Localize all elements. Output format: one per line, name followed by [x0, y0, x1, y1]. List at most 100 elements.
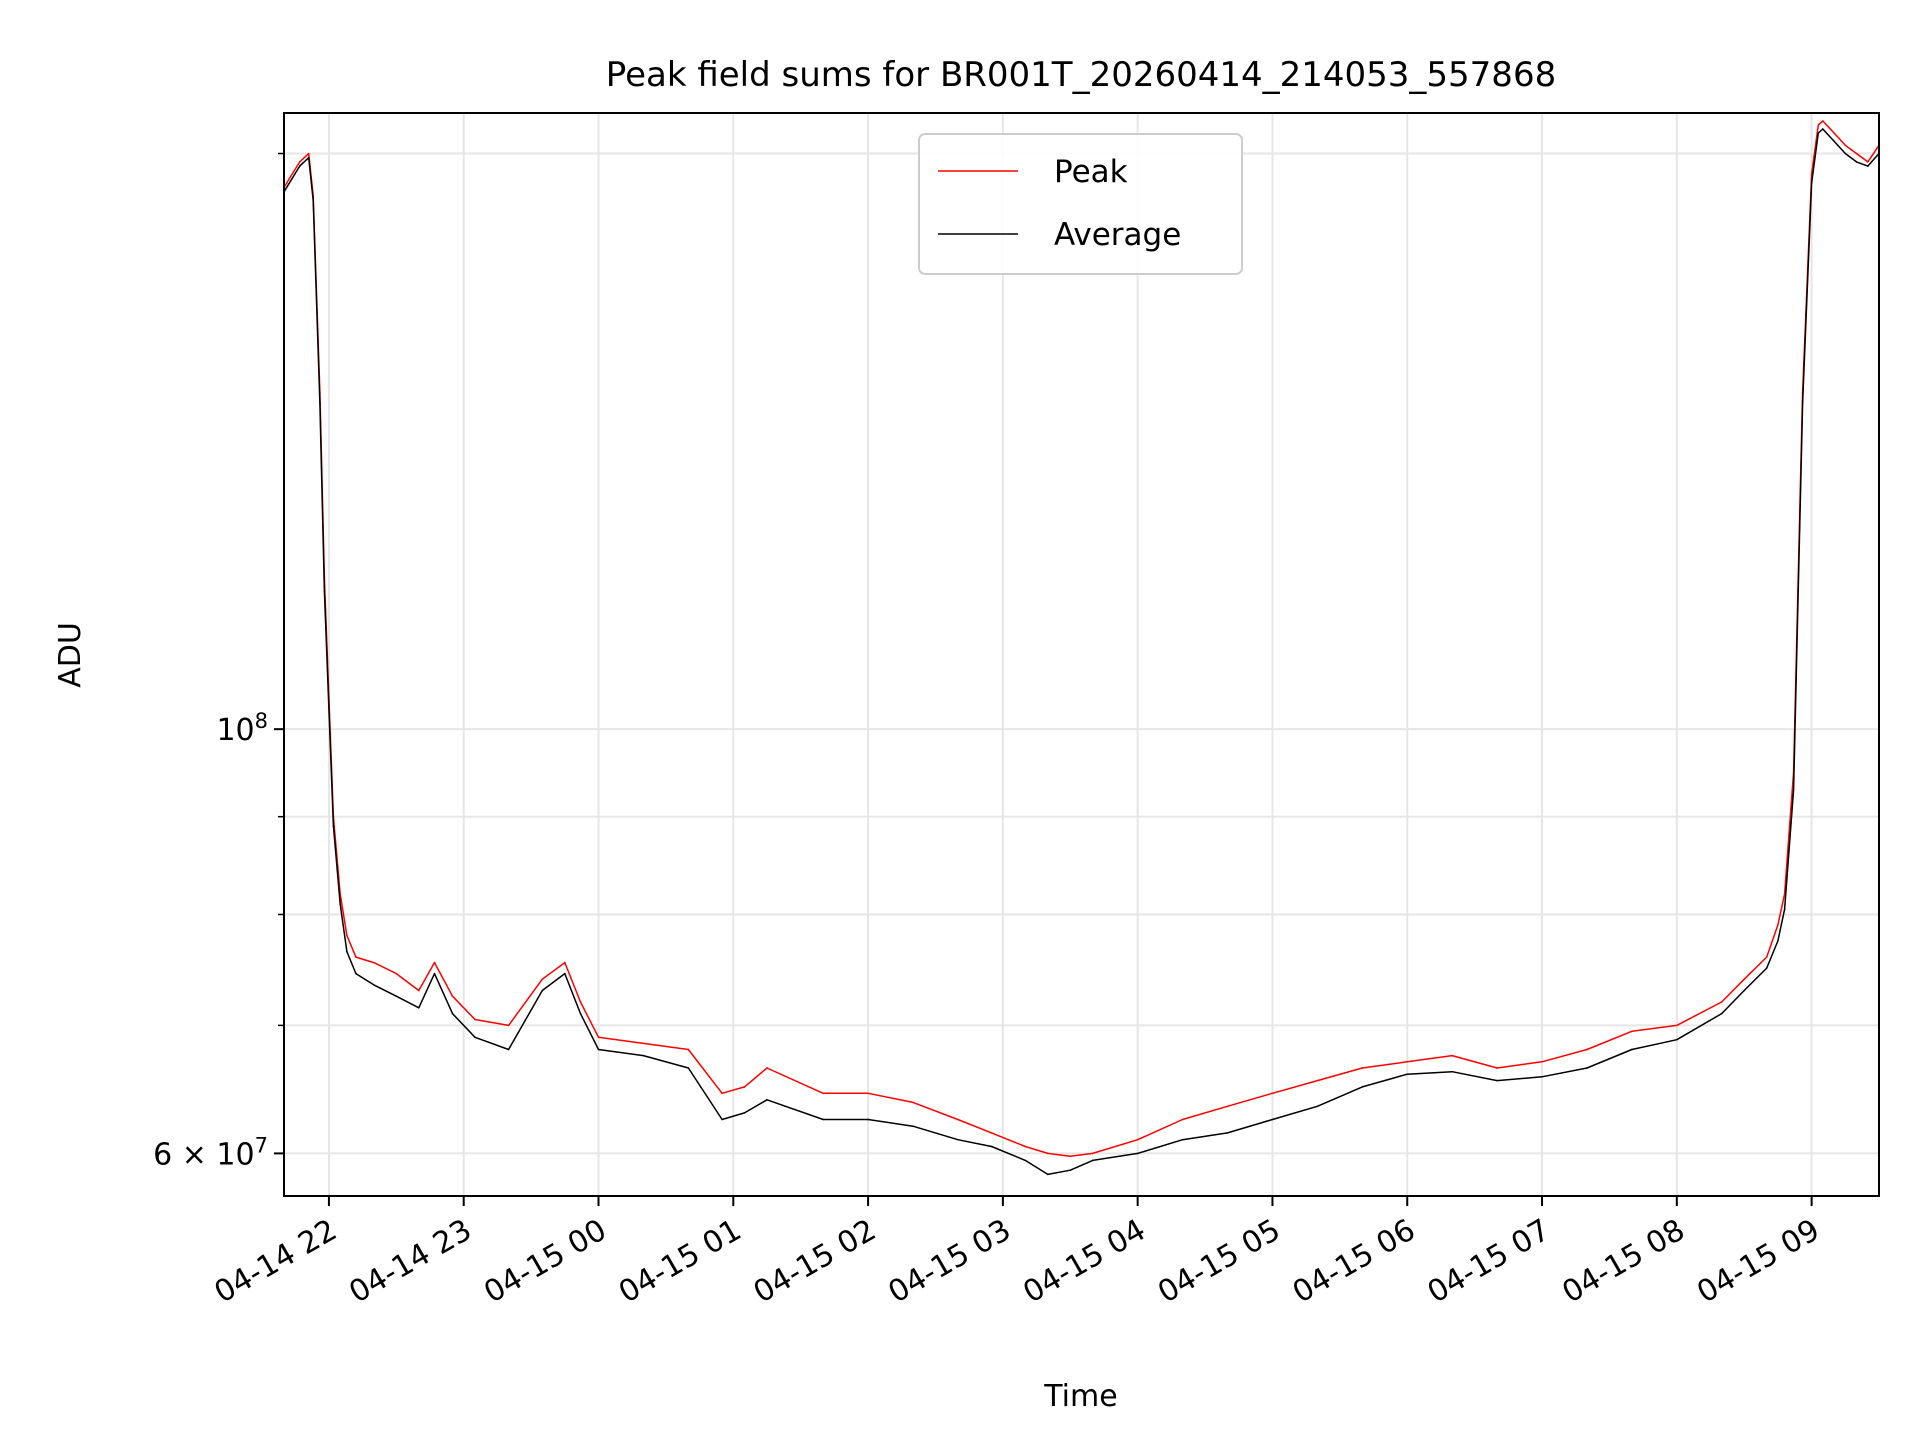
data-point-peak	[1406, 1060, 1409, 1063]
data-point-average	[766, 1099, 768, 1101]
data-point-average	[1271, 1118, 1274, 1121]
data-point-average	[319, 402, 321, 405]
data-point-peak	[1226, 1105, 1229, 1108]
data-point-average	[1361, 1086, 1364, 1088]
data-point-average	[1316, 1105, 1319, 1108]
data-point-peak	[1817, 124, 1820, 126]
data-point-average	[323, 590, 326, 593]
data-point-average	[507, 1048, 510, 1051]
legend: Peak Average	[918, 133, 1243, 275]
data-point-average	[1801, 402, 1804, 405]
y-tick-label: 6 × 107	[153, 1133, 268, 1172]
data-point-peak	[355, 956, 357, 958]
data-point-peak	[743, 1086, 746, 1088]
data-point-peak	[507, 1024, 510, 1027]
y-axis: 108 6 × 107	[153, 152, 284, 1172]
data-point-peak	[1631, 1030, 1633, 1033]
data-point-peak	[298, 161, 301, 163]
data-point-average	[451, 1012, 454, 1015]
data-point-average	[1496, 1079, 1498, 1082]
data-point-peak	[1720, 1001, 1723, 1003]
data-point-peak	[1541, 1060, 1543, 1063]
data-point-average	[1783, 908, 1786, 911]
data-point-average	[312, 199, 315, 202]
data-point-peak	[579, 1001, 582, 1003]
data-point-average	[298, 165, 301, 167]
data-point-peak	[867, 1092, 869, 1095]
data-point-peak	[1743, 978, 1746, 981]
data-point-peak	[1855, 152, 1858, 155]
data-point-average	[957, 1138, 959, 1141]
data-point-peak	[1496, 1067, 1498, 1069]
data-point-average	[346, 950, 348, 953]
data-point-peak	[957, 1118, 959, 1121]
data-point-peak	[912, 1101, 914, 1104]
data-point-average	[1792, 788, 1795, 791]
data-point-peak	[687, 1048, 690, 1051]
data-point-average	[417, 1006, 420, 1009]
data-point-average	[474, 1036, 476, 1039]
data-point-peak	[346, 934, 348, 937]
data-point-peak	[822, 1092, 824, 1095]
y-tick-label-exponent: 7	[255, 1133, 268, 1157]
data-point-average	[433, 972, 436, 975]
data-point-peak	[541, 978, 544, 981]
data-point-average	[1631, 1048, 1633, 1051]
data-point-peak	[1844, 144, 1847, 147]
data-point-peak	[1866, 161, 1869, 163]
data-point-average	[1024, 1159, 1027, 1162]
data-point-peak	[1024, 1145, 1027, 1148]
data-point-peak	[1451, 1054, 1453, 1057]
data-point-average	[1743, 989, 1746, 992]
data-point-peak	[766, 1067, 768, 1069]
data-point-peak	[433, 961, 436, 964]
data-point-peak	[474, 1018, 476, 1021]
data-point-average	[1181, 1138, 1184, 1141]
data-point-peak	[1069, 1155, 1072, 1157]
data-point-average	[339, 903, 341, 905]
legend-peak-label: Peak	[1054, 154, 1128, 190]
data-point-average	[1451, 1070, 1453, 1073]
data-point-peak	[1181, 1118, 1184, 1121]
data-point-peak	[990, 1132, 993, 1134]
data-point-average	[721, 1118, 723, 1121]
data-point-peak	[1136, 1138, 1139, 1141]
data-point-average	[564, 972, 566, 975]
data-point-peak	[417, 989, 420, 992]
data-point-average	[1844, 152, 1847, 155]
series-average	[283, 128, 1880, 1176]
data-point-average	[822, 1118, 824, 1121]
data-point-average	[1810, 182, 1813, 184]
data-point-peak	[721, 1092, 723, 1095]
data-point-peak	[1316, 1079, 1319, 1082]
data-point-peak	[597, 1036, 600, 1039]
data-point-peak	[1047, 1152, 1049, 1155]
data-point-peak	[642, 1042, 645, 1045]
data-point-peak	[1765, 956, 1768, 958]
data-point-average	[867, 1118, 869, 1121]
data-point-average	[373, 984, 375, 986]
data-point-average	[1765, 967, 1768, 969]
data-point-peak	[395, 972, 398, 975]
data-point-average	[1406, 1073, 1409, 1076]
y-tick-label-base: 10	[216, 713, 254, 748]
data-point-peak	[1676, 1024, 1678, 1027]
x-axis-label: Time	[1043, 1379, 1117, 1414]
legend-box	[918, 133, 1243, 275]
data-point-average	[355, 972, 357, 975]
data-point-average	[1586, 1067, 1588, 1069]
data-point-average	[1069, 1169, 1072, 1171]
data-point-peak	[307, 152, 310, 155]
data-point-peak	[564, 961, 566, 964]
data-point-peak	[1361, 1067, 1364, 1069]
data-point-average	[1817, 132, 1820, 134]
data-point-peak	[1777, 924, 1779, 926]
chart-title: Peak field sums for BR001T_20260414_2140…	[606, 55, 1556, 95]
data-point-average	[990, 1145, 993, 1148]
data-point-average	[395, 995, 398, 998]
data-point-average	[1866, 165, 1869, 167]
data-point-average	[743, 1112, 746, 1114]
y-tick-label-exponent: 8	[255, 709, 268, 733]
data-point-peak	[1091, 1152, 1094, 1155]
